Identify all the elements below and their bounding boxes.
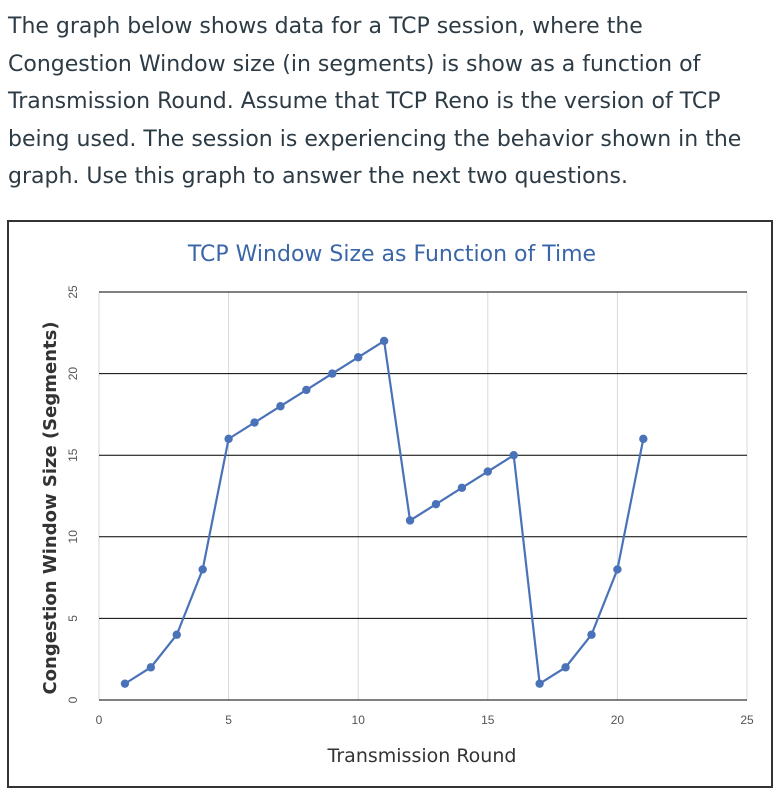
- data-point: [172, 630, 181, 639]
- x-tick-label: 15: [481, 713, 495, 727]
- chart-frame: TCP Window Size as Function of Time 0 5 10…: [7, 220, 773, 788]
- data-point: [561, 663, 570, 672]
- series-line: [124, 339, 645, 686]
- axis-ticks: 0 5 10 15 20 25 0 5 10 15 20 25: [66, 285, 754, 727]
- data-point: [250, 418, 259, 427]
- x-tick-label: 0: [96, 713, 103, 727]
- y-tick-label: 5: [66, 615, 80, 622]
- y-tick-label: 10: [66, 530, 80, 544]
- data-point: [509, 451, 518, 460]
- x-tick-label: 5: [225, 713, 232, 727]
- x-tick-label: 10: [352, 713, 366, 727]
- y-tick-label: 0: [66, 696, 80, 703]
- data-point: [146, 663, 156, 672]
- series: [120, 336, 648, 688]
- chart-title: TCP Window Size as Function of Time: [187, 242, 596, 267]
- tcp-window-chart: TCP Window Size as Function of Time 0 5 10…: [40, 242, 754, 767]
- x-axis-label: Transmission Round: [327, 745, 517, 767]
- data-point: [354, 353, 363, 362]
- data-point: [457, 483, 467, 493]
- y-axis-label: Congestion Window Size (Segments): [40, 321, 61, 694]
- data-point: [639, 434, 648, 444]
- question-text: The graph below shows data for a TCP ses…: [8, 14, 742, 189]
- y-tick-label: 25: [66, 285, 80, 299]
- data-point: [587, 630, 596, 639]
- x-tick-label: 25: [740, 713, 754, 727]
- data-point: [302, 385, 311, 395]
- data-point: [379, 336, 389, 346]
- x-tick-label: 20: [611, 713, 625, 727]
- data-point: [613, 565, 622, 574]
- data-point: [224, 434, 233, 444]
- y-tick-label: 20: [66, 367, 80, 381]
- data-point: [198, 565, 207, 574]
- data-point: [276, 402, 285, 411]
- grid: [98, 291, 748, 701]
- data-point: [405, 516, 415, 525]
- data-point: [328, 369, 337, 378]
- data-point: [120, 679, 130, 688]
- data-point: [483, 467, 492, 476]
- y-tick-label: 15: [66, 448, 80, 462]
- data-point: [431, 499, 441, 509]
- data-point: [535, 679, 544, 688]
